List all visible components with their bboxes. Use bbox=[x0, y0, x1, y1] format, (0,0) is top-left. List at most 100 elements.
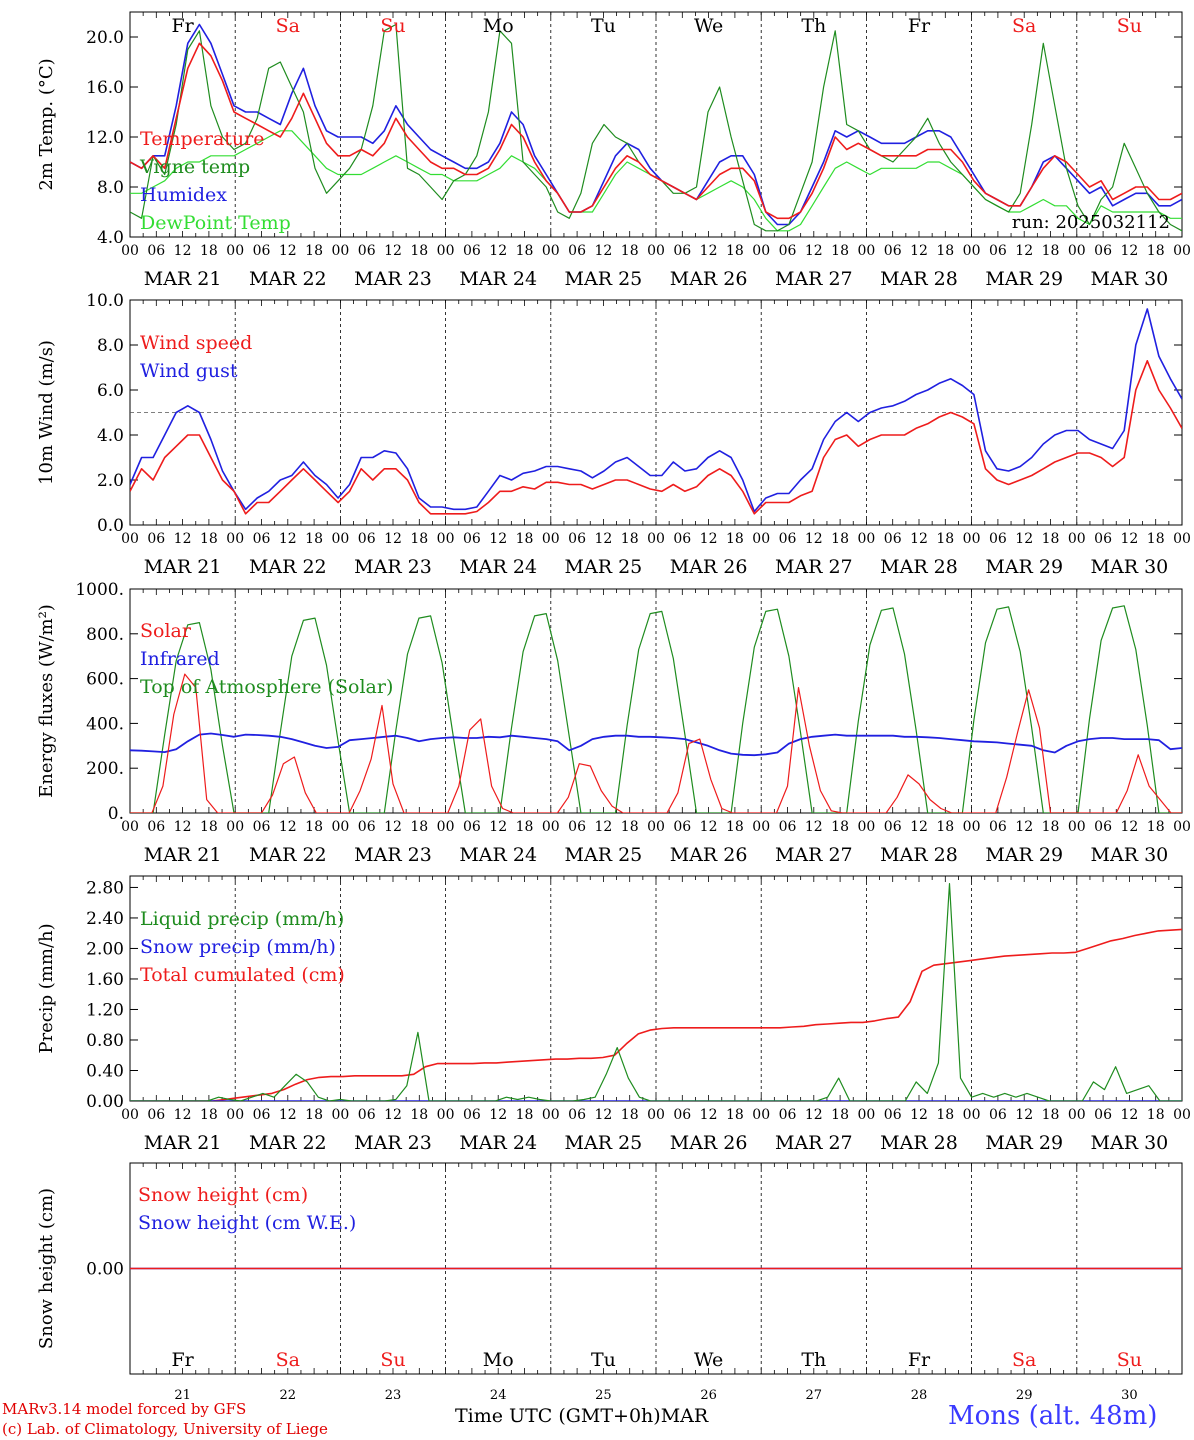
x-date-label: MAR 26 bbox=[670, 556, 748, 578]
x-hour-label: 06 bbox=[568, 819, 586, 835]
weekday-label: Mo bbox=[483, 15, 514, 37]
y-tick-label: 200. bbox=[86, 759, 124, 779]
x-hour-label: 06 bbox=[463, 531, 481, 547]
y-tick-label: 4.0 bbox=[97, 228, 124, 248]
x-hour-label: 06 bbox=[463, 1107, 481, 1123]
x-date-label: MAR 29 bbox=[985, 1132, 1063, 1154]
legend-entry: Temperature bbox=[140, 128, 264, 150]
x-hour-label: 12 bbox=[279, 819, 297, 835]
x-hour-label: 12 bbox=[489, 1107, 507, 1123]
x-hour-label: 00 bbox=[437, 531, 455, 547]
x-hour-label: 00 bbox=[647, 531, 665, 547]
weekday-label: Fr bbox=[908, 1349, 931, 1371]
weekday-label: Th bbox=[801, 15, 826, 37]
x-hour-label: 00 bbox=[1068, 1107, 1086, 1123]
legend-entry: DewPoint Temp bbox=[140, 212, 291, 234]
x-hour-label: 18 bbox=[936, 819, 954, 835]
series-line-wind-gust bbox=[130, 308, 1182, 513]
x-hour-label: 00 bbox=[963, 1107, 981, 1123]
x-hour-label: 12 bbox=[279, 243, 297, 259]
x-hour-label: 06 bbox=[1094, 243, 1112, 259]
x-date-label: MAR 25 bbox=[565, 1132, 643, 1154]
y-tick-label: 400. bbox=[86, 714, 124, 734]
x-hour-label: 12 bbox=[384, 819, 402, 835]
x-hour-label: 00 bbox=[963, 243, 981, 259]
x-hour-label: 00 bbox=[647, 1107, 665, 1123]
x-date-label: MAR 26 bbox=[670, 1132, 748, 1154]
x-hour-label: 18 bbox=[305, 243, 323, 259]
x-hour-label: 12 bbox=[174, 1107, 192, 1123]
y-axis-label: 10m Wind (m/s) bbox=[36, 340, 57, 485]
x-hour-label: 00 bbox=[542, 243, 560, 259]
x-hour-label: 12 bbox=[805, 1107, 823, 1123]
x-hour-label: 18 bbox=[621, 1107, 639, 1123]
x-hour-label: 06 bbox=[884, 531, 902, 547]
x-hour-label: 18 bbox=[621, 243, 639, 259]
weekday-label: Sa bbox=[276, 15, 300, 37]
x-hour-label: 18 bbox=[516, 819, 534, 835]
x-hour-label: 18 bbox=[831, 243, 849, 259]
x-hour-label: 00 bbox=[647, 243, 665, 259]
weekday-label: Tu bbox=[591, 15, 616, 37]
legend-entry: Liquid precip (mm/h) bbox=[140, 908, 344, 930]
legend-entry: Infrared bbox=[140, 648, 220, 670]
x-hour-label: 00 bbox=[121, 819, 139, 835]
x-date-label: MAR 29 bbox=[985, 268, 1063, 290]
x-hour-label: 06 bbox=[989, 531, 1007, 547]
x-hour-label: 18 bbox=[200, 1107, 218, 1123]
series-line-top-of-atmosphere-solar- bbox=[130, 605, 1182, 813]
x-hour-label: 12 bbox=[384, 243, 402, 259]
legend-entry: Wind speed bbox=[140, 332, 252, 354]
x-hour-label: 18 bbox=[516, 1107, 534, 1123]
x-hour-label: 06 bbox=[358, 819, 376, 835]
x-date-label: MAR 28 bbox=[880, 556, 958, 578]
x-hour-label: 18 bbox=[1147, 243, 1165, 259]
x-hour-label: 00 bbox=[1068, 531, 1086, 547]
x-hour-label: 18 bbox=[726, 531, 744, 547]
x-hour-label: 12 bbox=[910, 243, 928, 259]
panel-wind: 0.0 2.0 4.0 6.0 8.0 10.0 10m Wind (m/s) Wind sp… bbox=[36, 291, 1191, 578]
x-date-label: MAR 24 bbox=[459, 556, 537, 578]
day-number-label: 29 bbox=[1016, 1388, 1033, 1403]
x-hour-label: 00 bbox=[331, 531, 349, 547]
x-hour-label: 06 bbox=[253, 531, 271, 547]
series-group bbox=[130, 23, 1182, 232]
x-date-label: MAR 25 bbox=[565, 844, 643, 866]
x-hour-label: 00 bbox=[121, 243, 139, 259]
x-hour-label: 06 bbox=[673, 819, 691, 835]
x-hour-label: 00 bbox=[226, 531, 244, 547]
x-hour-label: 00 bbox=[542, 819, 560, 835]
y-axis-label: Snow height (cm) bbox=[36, 1188, 57, 1349]
x-hour-label: 00 bbox=[857, 819, 875, 835]
series-line-liquid-precip-mm-h- bbox=[130, 882, 1182, 1101]
x-date-label: MAR 30 bbox=[1091, 556, 1169, 578]
y-tick-label: 2.00 bbox=[86, 939, 124, 959]
x-hour-label: 12 bbox=[1120, 243, 1138, 259]
x-hour-label: 12 bbox=[1015, 819, 1033, 835]
x-hour-label: 00 bbox=[752, 819, 770, 835]
x-date-label: MAR 30 bbox=[1091, 844, 1169, 866]
y-tick-label: 600. bbox=[86, 670, 124, 690]
x-hour-label: 18 bbox=[726, 819, 744, 835]
credit-line-model: MARv3.14 model forced by GFS bbox=[2, 1400, 247, 1418]
x-hour-label: 12 bbox=[174, 243, 192, 259]
x-hour-label: 18 bbox=[410, 1107, 428, 1123]
x-hour-label: 00 bbox=[963, 819, 981, 835]
x-hour-label: 06 bbox=[884, 819, 902, 835]
x-hour-label: 06 bbox=[358, 243, 376, 259]
x-date-label: MAR 29 bbox=[985, 556, 1063, 578]
x-hour-label: 00 bbox=[121, 1107, 139, 1123]
legend-entry: Snow height (cm) bbox=[138, 1184, 308, 1206]
x-date-label: MAR 30 bbox=[1091, 1132, 1169, 1154]
x-date-label: MAR 22 bbox=[249, 268, 327, 290]
y-tick-label: 1000. bbox=[75, 580, 124, 600]
y-tick-label: 16.0 bbox=[86, 78, 124, 98]
x-date-label: MAR 25 bbox=[565, 556, 643, 578]
x-date-label: MAR 25 bbox=[565, 268, 643, 290]
weekday-label: Fr bbox=[171, 15, 194, 37]
run-annotation: run: 2025032112 bbox=[1012, 212, 1170, 233]
x-hour-label: 00 bbox=[752, 243, 770, 259]
x-hour-label: 12 bbox=[489, 243, 507, 259]
x-hour-label: 06 bbox=[673, 531, 691, 547]
x-hour-label: 18 bbox=[1042, 1107, 1060, 1123]
